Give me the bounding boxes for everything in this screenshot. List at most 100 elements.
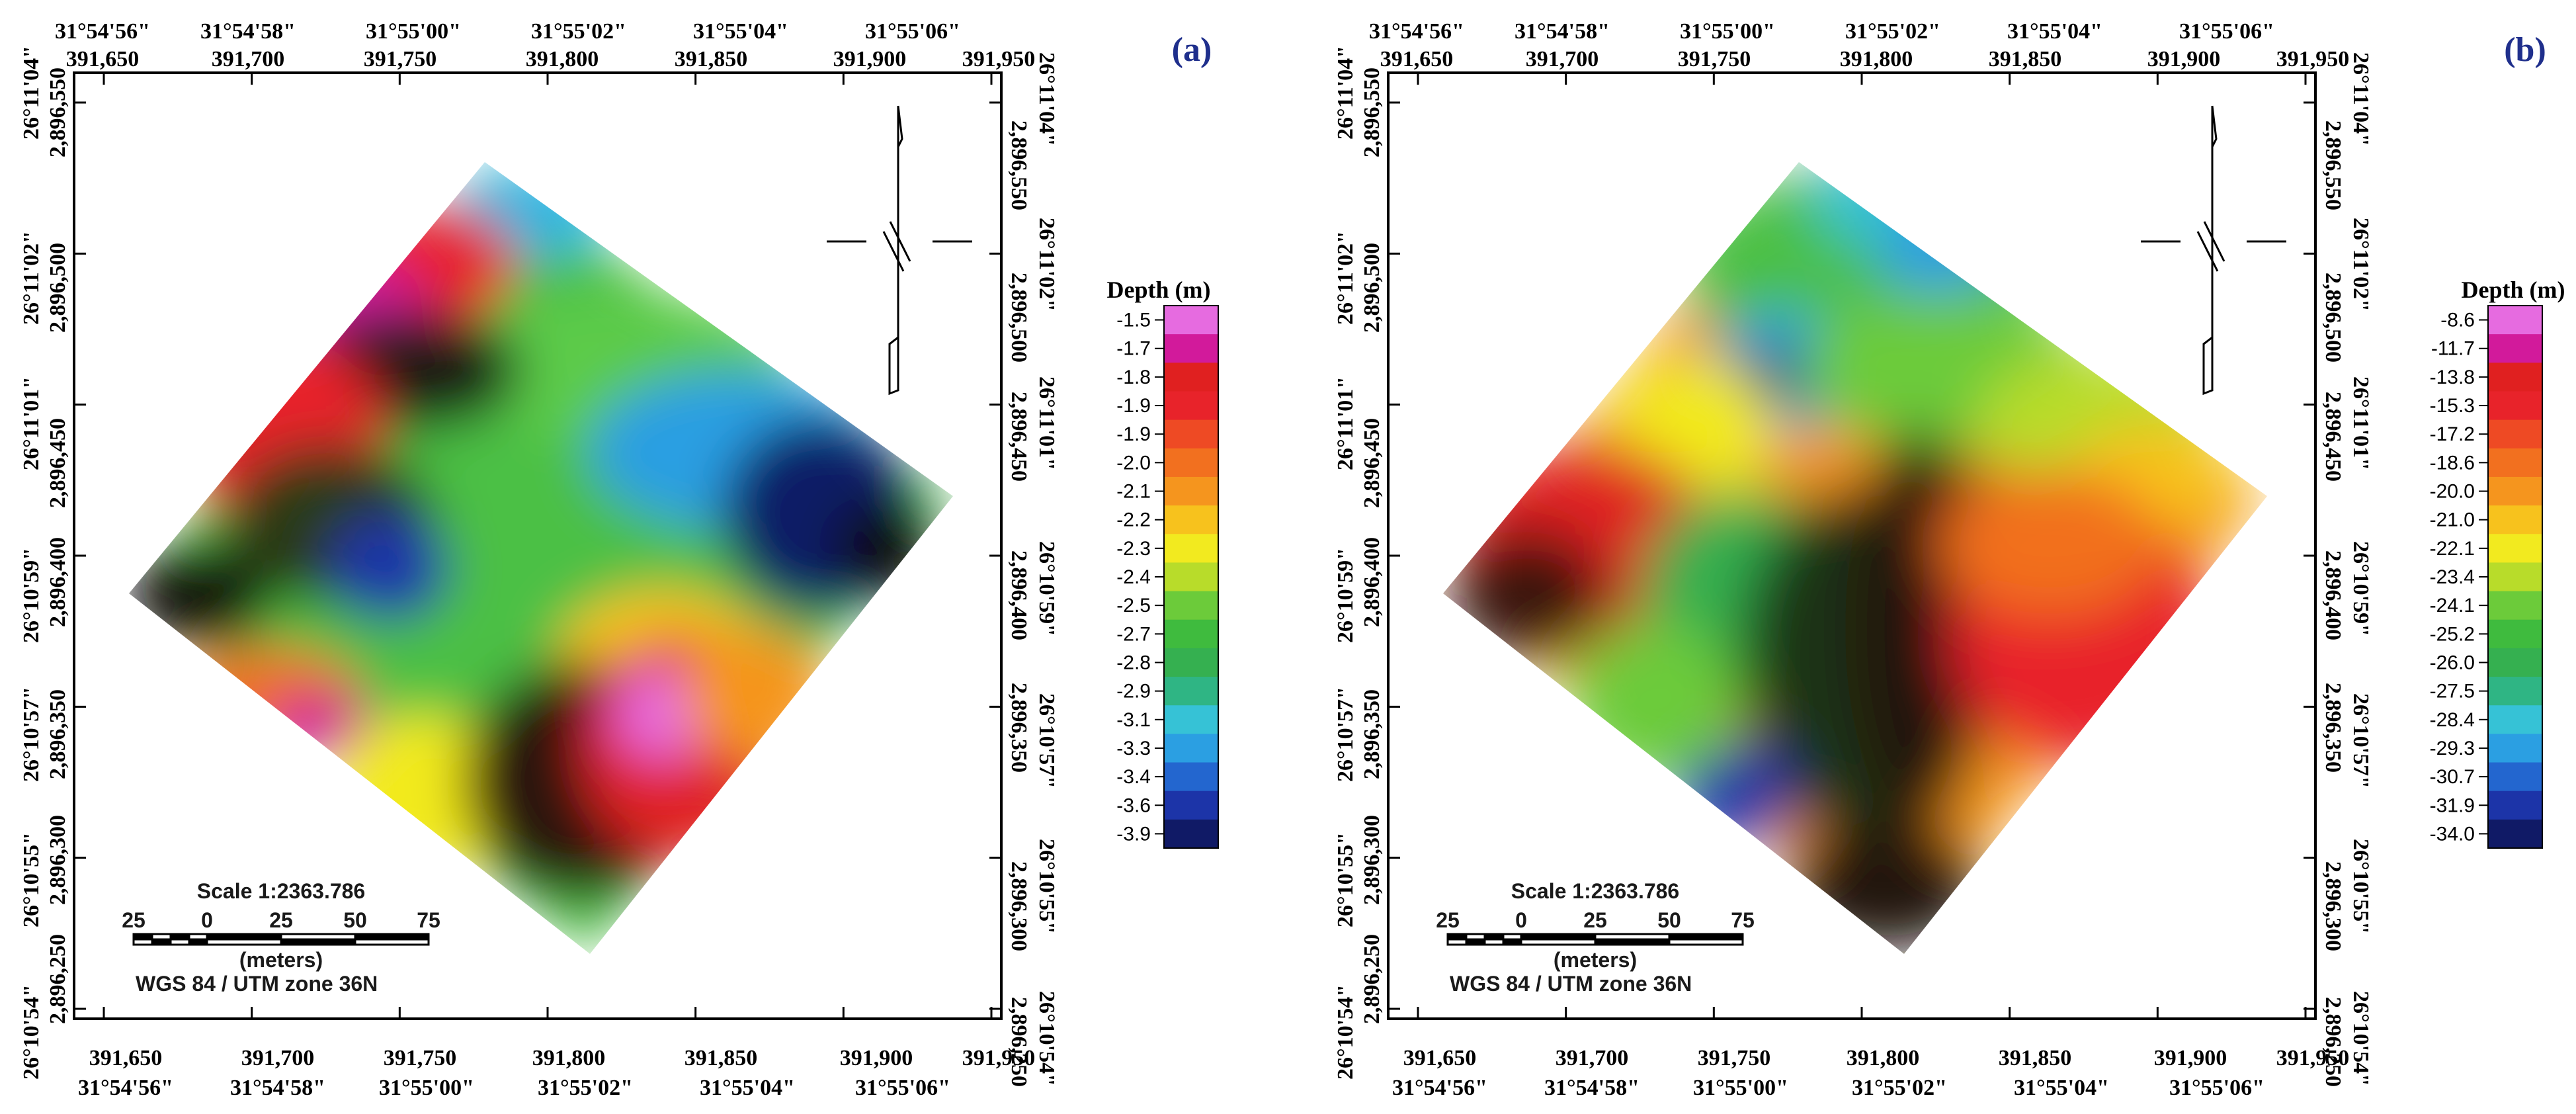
scale-bar: Scale 1:2363.786 25 0 25 50 75 (meters) …: [122, 879, 440, 996]
colorbar-label: -30.7: [2430, 766, 2475, 788]
colorbar-label: -11.7: [2431, 338, 2475, 360]
latitude-label: 26°10'54": [2348, 991, 2373, 1086]
colorbar-label: -13.8: [2430, 366, 2475, 388]
longitude-label: 31°55'06": [2169, 1076, 2264, 1100]
colorbar-label: -2.9: [1116, 681, 1151, 703]
colorbar-label: -24.1: [2430, 595, 2475, 617]
easting-label: 391,650: [1403, 1046, 1477, 1070]
left-latitude-labels: 26°11'04" 26°11'02" 26°11'01" 26°10'59" …: [19, 46, 44, 1080]
colorbar-swatch: [1164, 648, 1218, 677]
colorbar-swatch: [1164, 448, 1218, 478]
latitude-label: 26°11'01": [2348, 376, 2373, 470]
panel-a: 391,650 391,700 391,750 391,800 391,850 …: [19, 19, 1219, 1100]
colorbar-swatch: [1164, 705, 1218, 734]
colorbar-label: -26.0: [2430, 652, 2475, 673]
colorbar-label: -3.3: [1116, 738, 1151, 759]
longitude-label: 31°54'58": [230, 1076, 325, 1100]
bottom-longitude-labels: 31°54'56" 31°54'58" 31°55'00" 31°55'02" …: [78, 1076, 950, 1100]
scale-bar: Scale 1:2363.786 25 0 25 50 75 (meters) …: [1436, 879, 1755, 996]
colorbar-label: -20.0: [2430, 481, 2475, 503]
easting-label: 391,900: [2154, 1046, 2227, 1070]
axis-ticks: [74, 73, 1001, 1019]
colorbar-label: -1.8: [1116, 366, 1151, 388]
colorbar-swatch: [1164, 762, 1218, 792]
easting-label: 391,850: [1989, 47, 2062, 71]
easting-label: 391,650: [66, 47, 140, 71]
left-northing-labels: 2,896,550 2,896,500 2,896,450 2,896,400 …: [1360, 67, 1384, 1024]
easting-label: 391,900: [833, 47, 907, 71]
northing-label: 2,896,400: [1007, 550, 1031, 640]
right-northing-labels: 2,896,550 2,896,500 2,896,450 2,896,400 …: [2321, 120, 2345, 1087]
scale-tick-label: 25: [1583, 908, 1607, 932]
northing-label: 2,896,500: [46, 243, 70, 333]
colorbar-swatch: [1164, 734, 1218, 763]
colorbar-label: -23.4: [2430, 566, 2475, 588]
colorbar-label: -1.9: [1116, 423, 1151, 445]
latitude-label: 26°10'57": [1333, 687, 1358, 782]
legend-title: Depth (m): [2462, 277, 2565, 303]
longitude-label: 31°55'06": [2179, 19, 2274, 44]
colorbar-label: -2.8: [1116, 652, 1151, 673]
colorbar-swatch: [2488, 534, 2542, 563]
latitude-label: 26°10'57": [19, 687, 44, 782]
northing-label: 2,896,450: [46, 418, 70, 508]
longitude-label: 31°54'58": [200, 19, 296, 44]
colorbar-label: -27.5: [2430, 681, 2475, 703]
longitude-label: 31°55'02": [1845, 19, 1940, 44]
latitude-label: 26°11'04": [1333, 46, 1358, 140]
easting-label: 391,950: [2276, 47, 2350, 71]
colorbar-swatch: [1164, 505, 1218, 535]
longitude-label: 31°55'06": [865, 19, 960, 44]
bottom-easting-labels: 391,650 391,700 391,750 391,800 391,850 …: [1403, 1046, 2350, 1070]
scale-tick-label: 0: [1515, 908, 1527, 932]
map-frame: [73, 71, 1003, 1020]
colorbar-labels: -1.5 -1.7 -1.8 -1.9 -1.9 -2.0 -2.1 -2.2 -2.3 -2.4…: [1116, 310, 1164, 845]
colorbar-label: -1.7: [1116, 338, 1151, 360]
northing-label: 2,896,500: [2321, 273, 2345, 363]
northing-label: 2,896,250: [46, 934, 70, 1024]
longitude-label: 31°55'06": [855, 1076, 950, 1100]
scale-tick-label: 25: [1436, 908, 1460, 932]
longitude-label: 31°54'56": [1369, 19, 1464, 44]
top-longitude-labels: 31°54'56" 31°54'58" 31°55'00" 31°55'02" …: [55, 19, 960, 44]
easting-label: 391,700: [241, 1046, 315, 1070]
colorbar-label: -2.5: [1116, 595, 1151, 617]
colorbar-label: -8.6: [2440, 310, 2475, 331]
colorbar-label: -3.9: [1116, 823, 1151, 845]
easting-label: 391,650: [89, 1046, 163, 1070]
colorbar-swatch: [1164, 391, 1218, 421]
colorbar: [2487, 305, 2543, 849]
scale-ratio: Scale 1:2363.786: [197, 879, 365, 903]
colorbar-swatch: [2488, 819, 2542, 849]
colorbar-label: -3.6: [1116, 794, 1151, 816]
colorbar-label: -1.9: [1116, 395, 1151, 417]
bottom-longitude-labels: 31°54'56" 31°54'58" 31°55'00" 31°55'02" …: [1392, 1076, 2264, 1100]
easting-label: 391,750: [1678, 47, 1751, 71]
colorbar-swatch: [2488, 762, 2542, 792]
colorbar-label: -1.5: [1116, 310, 1151, 331]
colorbar: [1163, 305, 1219, 849]
colorbar-swatch: [2488, 619, 2542, 649]
northing-label: 2,896,250: [1007, 997, 1031, 1087]
latitude-label: 26°10'55": [1034, 839, 1059, 934]
colorbar-label: -21.0: [2430, 509, 2475, 531]
colorbar-label: -2.3: [1116, 538, 1151, 560]
easting-label: 391,850: [685, 1046, 758, 1070]
northing-label: 2,896,350: [1007, 683, 1031, 773]
longitude-label: 31°54'58": [1544, 1076, 1640, 1100]
longitude-label: 31°55'04": [700, 1076, 795, 1100]
northing-label: 2,896,350: [1360, 689, 1384, 779]
colorbar-swatch: [2488, 363, 2542, 392]
easting-label: 391,800: [526, 47, 599, 71]
colorbar-label: -15.3: [2430, 395, 2475, 417]
latitude-label: 26°11'04": [1034, 52, 1059, 146]
longitude-label: 31°55'00": [379, 1076, 474, 1100]
colorbar-label: -3.1: [1116, 709, 1151, 731]
right-latitude-labels: 26°11'04" 26°11'02" 26°11'01" 26°10'59" …: [1034, 52, 1059, 1086]
latitude-label: 26°11'01": [19, 376, 44, 470]
latitude-label: 26°10'55": [2348, 839, 2373, 934]
easting-label: 391,700: [212, 47, 285, 71]
top-easting-labels: 391,650 391,700 391,750 391,800 391,850 …: [1380, 47, 2350, 71]
scale-tick-label: 25: [122, 908, 145, 932]
